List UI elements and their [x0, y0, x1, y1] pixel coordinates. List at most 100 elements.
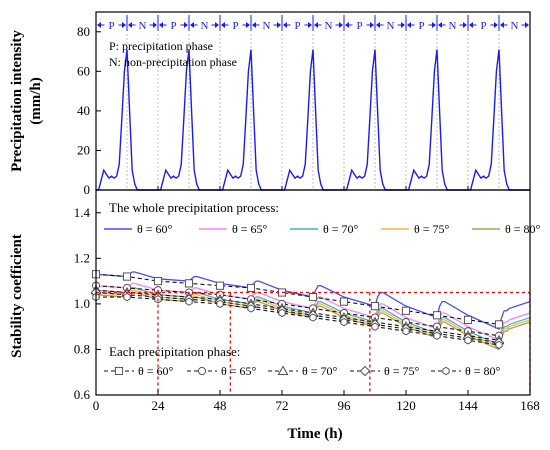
phase-arrowhead	[463, 22, 467, 28]
precipitation-panel: P N P N P N P N P N P N P N 0 20 40 60 80 P: precipitatio…	[9, 11, 531, 197]
phase-label: N	[263, 20, 271, 32]
phase-arrowhead	[469, 22, 473, 28]
phase-arrowhead	[221, 22, 225, 28]
phase-arrowhead	[525, 22, 529, 28]
stability-line-phase	[95, 285, 500, 337]
phase-arrowhead	[184, 22, 188, 28]
phase-label: P	[232, 20, 238, 32]
legend-label: θ = 65°	[221, 364, 257, 378]
marker-hexagon	[442, 366, 450, 376]
stability-series	[90, 270, 531, 351]
legend-label: θ = 75°	[384, 364, 420, 378]
marker-hexagon	[216, 299, 224, 309]
phase-arrowhead	[283, 22, 287, 28]
bottom-y-axis-label: Stability coefficient	[9, 234, 25, 358]
x-tick-label: 48	[214, 398, 227, 413]
phase-arrowhead	[215, 22, 219, 28]
y-tick-label: 1.2	[74, 250, 90, 265]
y-tick-label: 1.4	[74, 205, 91, 220]
y-tick-label: 1.0	[74, 296, 90, 311]
legend-whole-title: The whole precipitation process:	[109, 200, 279, 215]
bottom-plot-frame	[95, 189, 531, 396]
marker-square	[184, 279, 194, 288]
marker-square	[246, 283, 256, 292]
phase-arrowhead	[500, 22, 504, 28]
phase-label: P	[480, 20, 486, 32]
precipitation-line	[96, 49, 530, 191]
legend-label: θ = 75°	[414, 222, 450, 236]
phase-arrowhead	[128, 22, 132, 28]
phase-arrowhead	[401, 22, 405, 28]
marker-hexagon	[433, 331, 441, 340]
phase-arrowhead	[252, 22, 256, 28]
top-y-axis-label-line2: (mm/h)	[28, 77, 44, 125]
precipitation-series	[96, 49, 530, 191]
legend-label: θ = 65°	[232, 222, 268, 236]
x-tick-label: 0	[93, 398, 100, 413]
phase-arrowhead	[190, 22, 194, 28]
legend-each-phase: θ = 60° θ = 65° θ = 70° θ = 75° θ = 80°	[104, 364, 501, 378]
stability-line-phase	[95, 273, 500, 325]
marker-hexagon	[340, 317, 348, 327]
stability-line-phase	[96, 296, 500, 346]
bottom-y-ticks: 0.6 0.8 1.0 1.2 1.4	[74, 205, 101, 402]
x-tick-label: 24	[152, 398, 166, 413]
marker-square	[215, 281, 225, 290]
stability-panel: 0.6 0.8 1.0 1.2 1.4 0 24 48 72 96 120 144 168 The w…	[9, 186, 541, 442]
marker-hexagon	[309, 313, 317, 322]
phase-arrowhead	[376, 22, 380, 28]
stability-line-phase	[95, 289, 500, 341]
legend-label: θ = 60°	[138, 364, 174, 378]
phase-label: N	[139, 20, 147, 32]
y-tick-label: 0.8	[74, 341, 90, 356]
phase-arrowhead	[277, 22, 281, 28]
phase-label: P	[356, 20, 362, 32]
marker-diamond	[359, 365, 371, 377]
legend-label: θ = 70°	[323, 222, 359, 236]
phase-arrowhead	[122, 22, 126, 28]
y-tick-label: 60	[77, 63, 90, 78]
phase-arrowhead	[308, 22, 312, 28]
marker-square	[370, 302, 380, 311]
phase-label: N	[449, 20, 457, 32]
phase-arrowhead	[370, 22, 374, 28]
marker-square	[114, 366, 124, 376]
marker-hexagon	[123, 292, 131, 302]
legend-label: θ = 60°	[137, 222, 173, 236]
y-tick-label: 80	[77, 24, 90, 39]
marker-square	[432, 311, 442, 320]
marker-hexagon	[185, 297, 193, 306]
top-y-ticks: 0 20 40 60 80	[77, 24, 101, 197]
legend-label: θ = 70°	[302, 364, 338, 378]
phase-arrowhead	[494, 22, 498, 28]
marker-hexagon	[371, 322, 379, 331]
phase-arrowhead	[314, 22, 318, 28]
phase-arrowhead	[246, 22, 250, 28]
marker-square	[401, 306, 411, 315]
phase-label: P	[418, 20, 424, 32]
x-tick-label: 96	[338, 398, 352, 413]
marker-square	[339, 297, 349, 306]
marker-triangle	[277, 365, 289, 376]
x-tick-label: 144	[458, 398, 478, 413]
x-tick-label: 168	[520, 398, 540, 413]
phase-label: N	[201, 20, 209, 32]
phase-label: P	[108, 20, 114, 32]
phase-arrowhead	[159, 22, 163, 28]
phase-label: P	[294, 20, 300, 32]
stability-line-phase	[95, 291, 500, 344]
marker-square	[494, 320, 504, 329]
phase-arrowhead	[407, 22, 411, 28]
legend-phase-title: Each precipitation phase:	[109, 344, 240, 359]
legend-p-label: P: precipitation phase	[109, 39, 213, 53]
y-tick-label: 20	[77, 142, 90, 157]
phase-label: N	[511, 20, 519, 32]
marker-hexagon	[278, 308, 286, 318]
x-tick-label: 72	[276, 398, 289, 413]
marker-hexagon	[402, 327, 410, 336]
phase-arrowhead	[432, 22, 436, 28]
phase-arrowhead	[153, 22, 157, 28]
